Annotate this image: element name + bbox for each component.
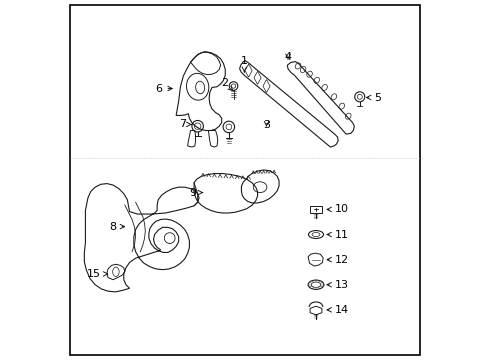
Bar [310, 206, 322, 213]
Text: 7: 7 [179, 120, 192, 129]
Text: 3: 3 [263, 120, 270, 130]
Text: 15: 15 [87, 269, 108, 279]
Text: 1: 1 [241, 56, 248, 72]
Text: 6: 6 [155, 84, 172, 94]
Text: 11: 11 [327, 230, 349, 239]
Text: 8: 8 [109, 222, 124, 231]
Text: 12: 12 [327, 255, 349, 265]
Text: 9: 9 [190, 188, 202, 198]
Text: 14: 14 [327, 305, 349, 315]
Text: 4: 4 [285, 51, 292, 62]
Text: 2: 2 [220, 78, 233, 90]
Text: 5: 5 [367, 93, 381, 103]
Text: 13: 13 [327, 280, 349, 290]
Text: 10: 10 [327, 204, 349, 215]
